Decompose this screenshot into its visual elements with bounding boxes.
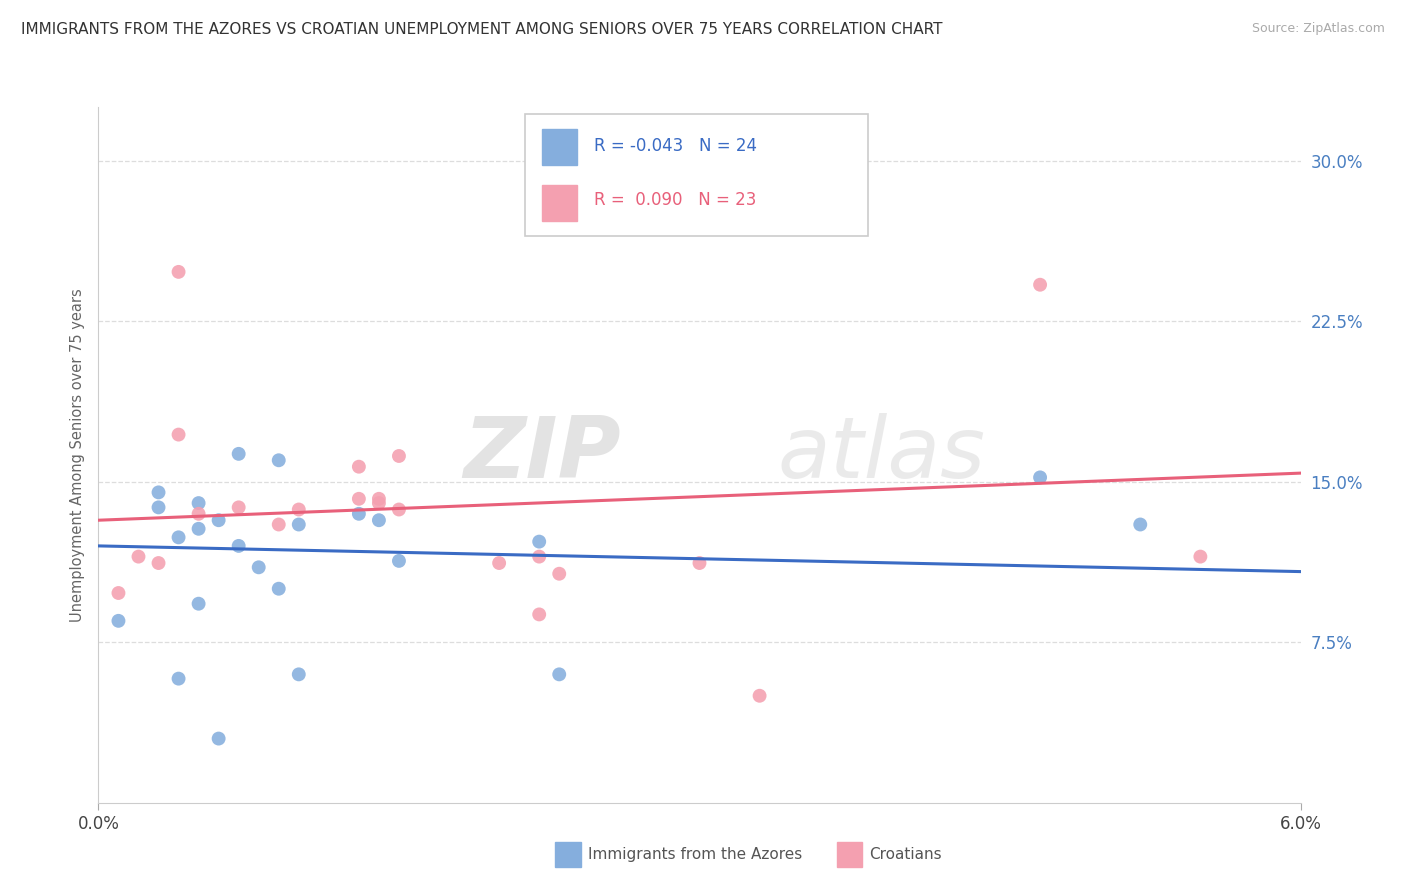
Point — [247, 560, 270, 574]
Point — [228, 447, 250, 461]
Point — [187, 496, 209, 510]
Point — [288, 517, 311, 532]
Text: ZIP: ZIP — [464, 413, 621, 497]
Point — [167, 265, 190, 279]
Point — [1029, 470, 1052, 484]
Point — [208, 513, 231, 527]
Point — [107, 614, 129, 628]
Point — [267, 517, 290, 532]
Point — [529, 607, 551, 622]
Point — [148, 500, 170, 515]
Point — [267, 453, 290, 467]
Point — [228, 539, 250, 553]
Point — [167, 530, 190, 544]
Point — [347, 507, 370, 521]
Point — [548, 667, 571, 681]
Point — [288, 667, 311, 681]
Point — [128, 549, 150, 564]
Text: atlas: atlas — [778, 413, 986, 497]
Text: Croatians: Croatians — [869, 847, 942, 862]
Point — [688, 556, 710, 570]
Point — [288, 502, 311, 516]
Point — [187, 597, 209, 611]
Point — [187, 507, 209, 521]
Point — [107, 586, 129, 600]
Point — [529, 534, 551, 549]
Point — [148, 556, 170, 570]
Point — [368, 496, 391, 510]
Point — [187, 522, 209, 536]
Point — [388, 554, 411, 568]
Point — [1029, 277, 1052, 292]
Point — [1189, 549, 1212, 564]
Point — [208, 731, 231, 746]
Point — [267, 582, 290, 596]
Point — [368, 491, 391, 506]
Point — [748, 689, 770, 703]
Point — [388, 502, 411, 516]
Point — [388, 449, 411, 463]
Point — [148, 485, 170, 500]
Y-axis label: Unemployment Among Seniors over 75 years: Unemployment Among Seniors over 75 years — [69, 288, 84, 622]
Point — [1129, 517, 1152, 532]
Text: Source: ZipAtlas.com: Source: ZipAtlas.com — [1251, 22, 1385, 36]
Point — [347, 491, 370, 506]
Point — [167, 672, 190, 686]
Point — [347, 459, 370, 474]
Point — [228, 500, 250, 515]
Point — [167, 427, 190, 442]
Text: IMMIGRANTS FROM THE AZORES VS CROATIAN UNEMPLOYMENT AMONG SENIORS OVER 75 YEARS : IMMIGRANTS FROM THE AZORES VS CROATIAN U… — [21, 22, 942, 37]
Text: Immigrants from the Azores: Immigrants from the Azores — [588, 847, 801, 862]
Point — [548, 566, 571, 581]
Point — [488, 556, 510, 570]
Point — [368, 513, 391, 527]
Point — [529, 549, 551, 564]
